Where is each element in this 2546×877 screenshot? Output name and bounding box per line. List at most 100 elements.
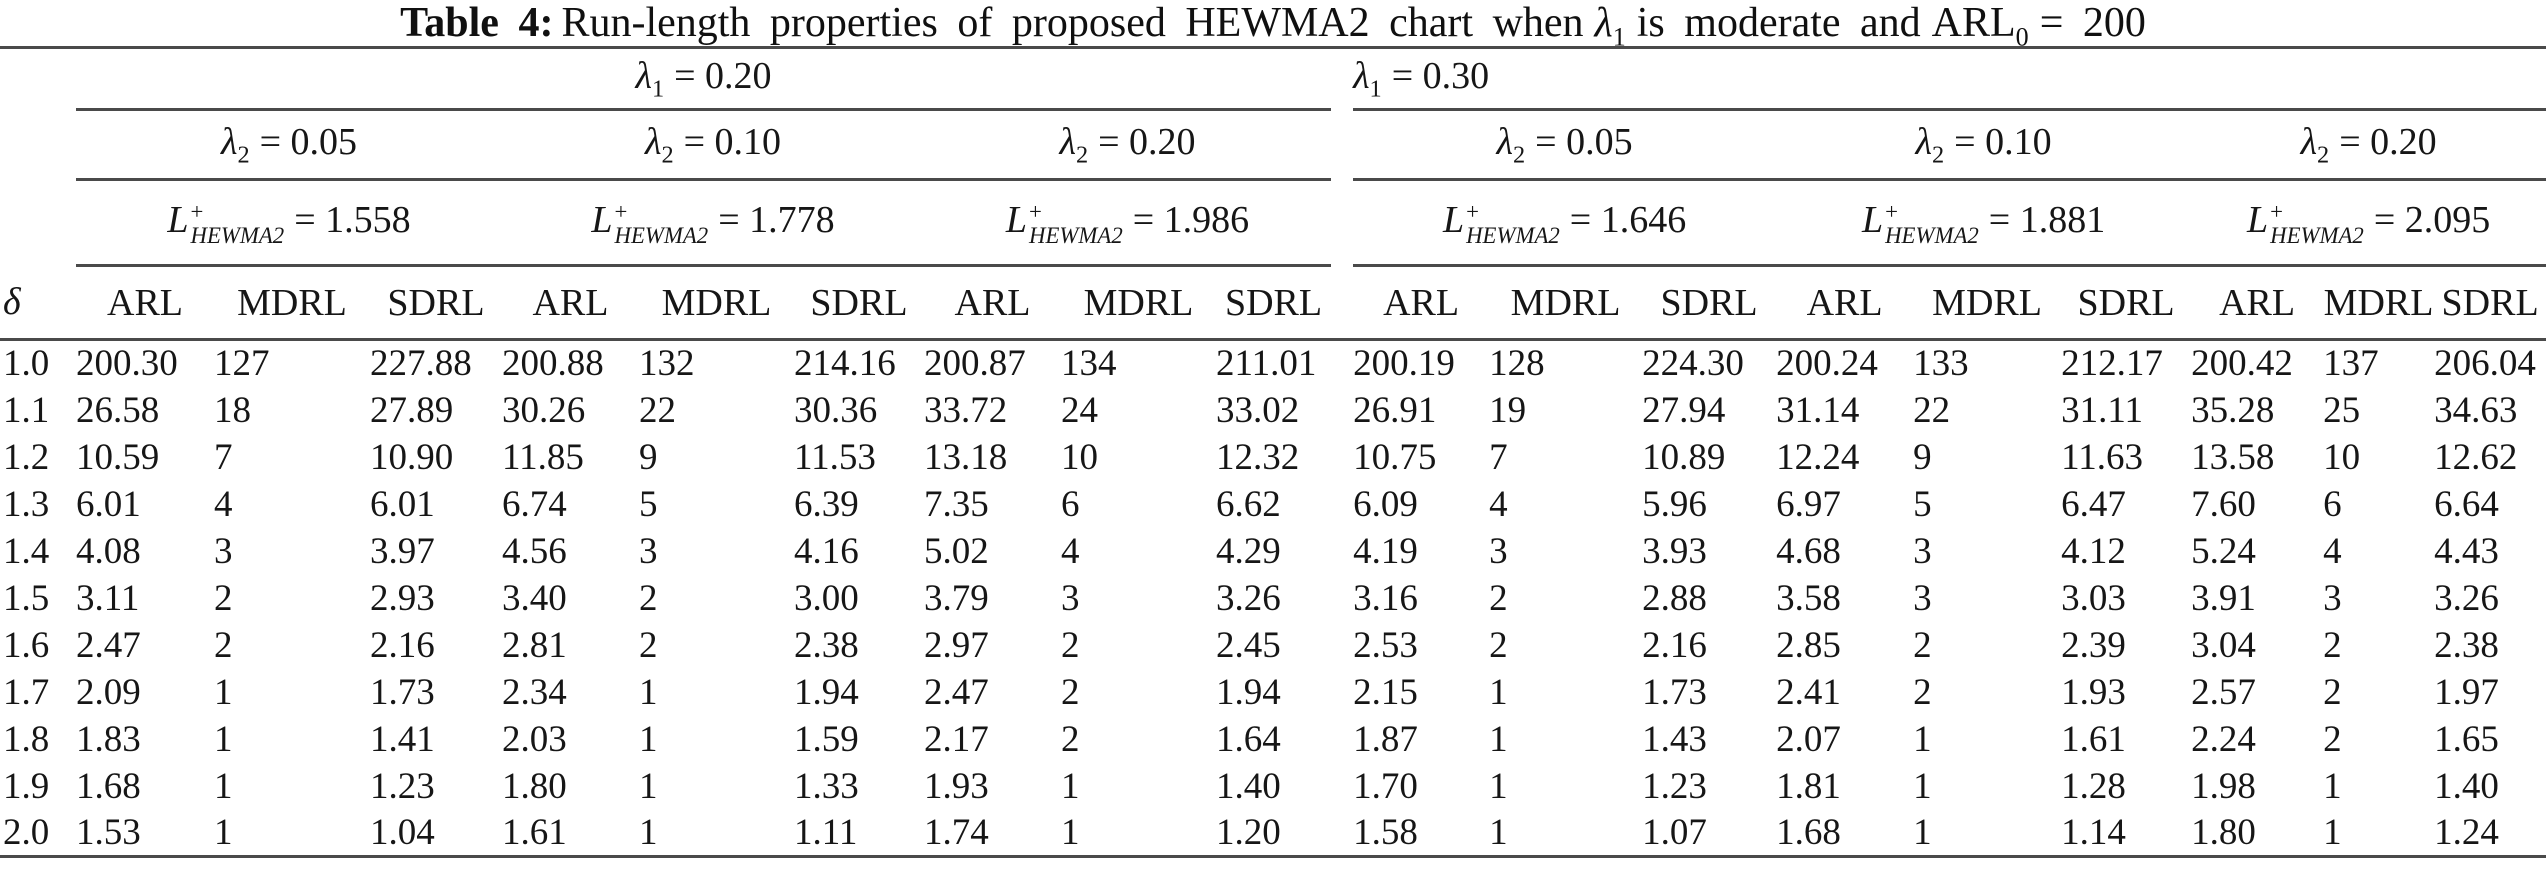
table-row-delta-1.9: 1.9 1.68 1 1.23 1.80 1 1.33 1.93 1 1.40 1.70 1 1.23 1…: [0, 763, 2546, 810]
caption-arl0-symbol: ARL0: [1931, 0, 2029, 52]
arl-value: 11.85: [502, 436, 584, 478]
sdrl-value: 211.01: [1216, 343, 1317, 385]
sdrl-value: 1.61: [2061, 718, 2126, 760]
delta-value: 2.0: [0, 809, 76, 858]
column-header-mdrl: MDRL: [214, 265, 370, 341]
mdrl-value: 1: [1913, 765, 1932, 807]
run-length-properties-table: λ1 = 0.20 λ1 = 0.30 λ2 = 0.05 λ2 = 0.10 λ2 = …: [0, 46, 2546, 858]
arl-value: 35.28: [2191, 389, 2275, 431]
table-row-delta-1.4: 1.4 4.08 3 3.97 4.56 3 4.16 5.02 4 4.29 4.19 3 3.93 4…: [0, 528, 2546, 575]
mdrl-value: 2: [2323, 718, 2342, 760]
sdrl-value: 1.04: [370, 809, 502, 858]
mdrl-value: 2: [1489, 624, 1508, 666]
arl-value: 31.14: [1776, 389, 1860, 431]
lambda2-group-4: λ2 = 0.05: [1353, 109, 1777, 181]
delta-value: 1.0: [3, 343, 50, 385]
mdrl-value: 7: [1489, 436, 1508, 478]
mdrl-value: 3: [639, 530, 658, 572]
mdrl-value: 3: [214, 530, 233, 572]
spacer-cell: [1331, 716, 1353, 763]
mdrl-value: 5: [639, 483, 658, 525]
sdrl-value: 1.73: [370, 671, 435, 713]
arl-value: 5.02: [924, 530, 989, 572]
table-row-delta-1.7: 1.7 2.09 1 1.73 2.34 1 1.94 2.47 2 1.94 2.15 1 1.73 2…: [0, 669, 2546, 716]
mdrl-value: 2: [1913, 671, 1932, 713]
sdrl-value: 5.96: [1642, 483, 1707, 525]
arl-value: 3.91: [2191, 577, 2256, 619]
arl-value: 2.47: [924, 671, 989, 713]
mdrl-value: 128: [1489, 343, 1545, 385]
mdrl-value: 1: [1489, 809, 1643, 858]
mdrl-value: 2: [214, 577, 233, 619]
arl-value: 2.09: [76, 671, 141, 713]
delta-value: 1.8: [3, 718, 50, 760]
sdrl-value: 3.93: [1642, 530, 1707, 572]
mdrl-value: 4: [214, 483, 233, 525]
mdrl-value: 1: [214, 671, 233, 713]
sdrl-value: 10.90: [370, 436, 454, 478]
arl-value: 1.83: [76, 718, 141, 760]
arl-value: 6.74: [502, 483, 567, 525]
spacer-cell: [1331, 265, 1354, 341]
control-limit-row: L + HEWMA2 = 1.558 L + HEWMA2 = 1.778 L + HEWMA2…: [0, 179, 2546, 267]
arl-value: 6.01: [76, 483, 141, 525]
table-row-delta-1.1: 1.1 26.58 18 27.89 30.26 22 30.36 33.72 24 33.02 2…: [0, 387, 2546, 434]
lambda2-group-5: λ2 = 0.10: [1776, 109, 2192, 181]
arl-value: 3.40: [502, 577, 567, 619]
lambda1-group-left: λ1 = 0.20: [76, 47, 1332, 111]
sdrl-value: 214.16: [794, 343, 896, 385]
arl-value: 5.24: [2191, 530, 2256, 572]
mdrl-value: 1: [1061, 809, 1216, 858]
table-row-delta-1.8: 1.8 1.83 1 1.41 2.03 1 1.59 2.17 2 1.64 1.87 1 1.43 2…: [0, 716, 2546, 763]
sdrl-value: 1.93: [2061, 671, 2126, 713]
arl-value: 7.35: [924, 483, 989, 525]
arl-value: 1.93: [924, 765, 989, 807]
delta-value: 1.3: [3, 483, 50, 525]
arl-value: 2.41: [1776, 671, 1841, 713]
column-header-mdrl: MDRL: [1061, 265, 1216, 341]
mdrl-value: 1: [639, 718, 658, 760]
sdrl-value: 3.26: [2434, 577, 2499, 619]
sdrl-value: 1.33: [794, 765, 859, 807]
arl-value: 1.74: [924, 809, 1061, 858]
arl-value: 1.80: [502, 765, 567, 807]
mdrl-value: 5: [1913, 483, 1932, 525]
mdrl-value: 10: [1061, 436, 1098, 478]
mdrl-value: 4: [1061, 530, 1080, 572]
mdrl-value: 25: [2323, 389, 2361, 431]
sdrl-value: 1.97: [2434, 671, 2499, 713]
arl-value: 2.24: [2191, 718, 2256, 760]
arl-value: 4.08: [76, 530, 141, 572]
arl-value: 2.34: [502, 671, 567, 713]
empty-cell: [0, 180, 76, 266]
sdrl-value: 212.17: [2061, 343, 2163, 385]
arl-value: 3.79: [924, 577, 989, 619]
mdrl-value: 6: [2323, 483, 2342, 525]
column-header-arl: ARL: [1776, 265, 1914, 341]
sdrl-value: 1.20: [1216, 809, 1332, 858]
sdrl-value: 2.16: [370, 624, 435, 666]
delta-value: 1.7: [3, 671, 50, 713]
caption-lambda1-symbol: λ1: [1594, 0, 1626, 52]
empty-corner-cell: [0, 48, 76, 110]
arl-value: 3.16: [1353, 577, 1418, 619]
sdrl-value: 2.39: [2061, 624, 2126, 666]
mdrl-value: 2: [2323, 671, 2342, 713]
spacer-cell: [1331, 110, 1353, 180]
mdrl-value: 9: [639, 436, 658, 478]
sdrl-value: 2.45: [1216, 624, 1281, 666]
mdrl-value: 1: [214, 765, 233, 807]
arl-value: 2.07: [1776, 718, 1841, 760]
sdrl-value: 224.30: [1642, 343, 1744, 385]
sdrl-value: 31.11: [2061, 389, 2143, 431]
spacer-cell: [1331, 622, 1353, 669]
mdrl-value: 9: [1913, 436, 1932, 478]
spacer-cell: [1331, 528, 1353, 575]
delta-value: 1.4: [3, 530, 50, 572]
sdrl-value: 27.94: [1642, 389, 1726, 431]
mdrl-value: 7: [214, 436, 233, 478]
arl-value: 4.68: [1776, 530, 1841, 572]
control-limit-4: L + HEWMA2 = 1.646: [1353, 179, 1777, 267]
sdrl-value: 2.16: [1642, 624, 1707, 666]
mdrl-value: 134: [1061, 343, 1117, 385]
